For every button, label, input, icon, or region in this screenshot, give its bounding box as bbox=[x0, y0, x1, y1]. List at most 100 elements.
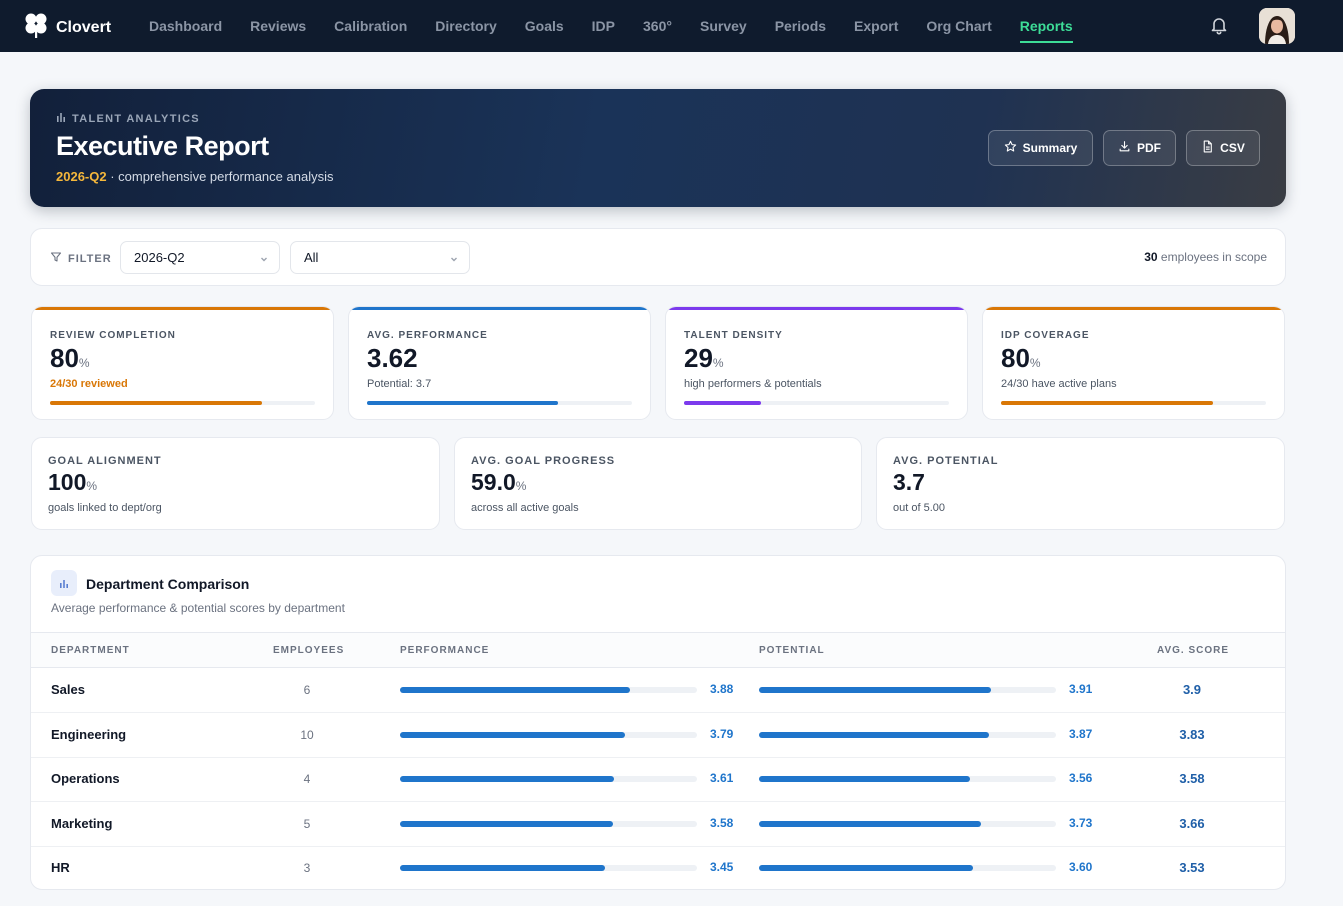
kpi-note: high performers & potentials bbox=[684, 378, 822, 390]
kpi-unit: % bbox=[1029, 356, 1041, 370]
potential-value: 3.60 bbox=[1069, 860, 1093, 874]
table-row[interactable]: Operations 4 3.61 3.56 3.58 bbox=[31, 757, 1285, 802]
performance-bar-fill bbox=[400, 865, 605, 871]
nav-item-reviews[interactable]: Reviews bbox=[250, 18, 307, 34]
kpi-note: Potential: 3.7 bbox=[367, 378, 432, 390]
department-comparison-subtitle: Average performance & potential scores b… bbox=[51, 601, 345, 615]
performance-bar-track bbox=[400, 820, 697, 827]
kpi-label: REVIEW COMPLETION bbox=[50, 330, 176, 341]
potential-bar-track bbox=[759, 731, 1056, 738]
user-avatar[interactable] bbox=[1259, 8, 1295, 44]
performance-bar-track bbox=[400, 776, 697, 782]
kpi-note: 24/30 reviewed bbox=[50, 378, 128, 390]
performance-value: 3.79 bbox=[710, 726, 734, 741]
kpi-label: AVG. POTENTIAL bbox=[893, 455, 999, 467]
kpi-label: AVG. PERFORMANCE bbox=[367, 330, 488, 341]
kpi-value: 29% bbox=[684, 343, 724, 374]
kpi-card-goal-alignment: GOAL ALIGNMENT 100% goals linked to dept… bbox=[31, 437, 440, 530]
nav-item-360[interactable]: 360° bbox=[643, 18, 672, 34]
column-header-employees[interactable]: EMPLOYEES bbox=[273, 645, 345, 656]
brand[interactable]: Clovert bbox=[24, 12, 111, 43]
csv-button[interactable]: CSV bbox=[1186, 130, 1260, 166]
scope-count: 30 employees in scope bbox=[1144, 250, 1267, 264]
nav-item-directory[interactable]: Directory bbox=[435, 18, 497, 34]
potential-bar-fill bbox=[759, 731, 989, 738]
avg-score: 3.58 bbox=[1179, 771, 1205, 786]
kpi-card-idp-coverage: IDP COVERAGE 80% 24/30 have active plans bbox=[982, 306, 1285, 420]
kpi-label: AVG. GOAL PROGRESS bbox=[471, 455, 616, 467]
potential-bar-track bbox=[759, 820, 1056, 827]
potential-bar-fill bbox=[759, 776, 971, 782]
hero-subtitle-text: · comprehensive performance analysis bbox=[106, 169, 334, 184]
kpi-accent-line bbox=[349, 307, 650, 310]
kpi-value: 3.7 bbox=[893, 469, 925, 496]
pdf-button[interactable]: PDF bbox=[1103, 130, 1176, 166]
department-select-value: All bbox=[304, 250, 319, 265]
filter-label: FILTER bbox=[50, 251, 112, 266]
notifications-bell-icon[interactable] bbox=[1209, 15, 1229, 35]
avg-score: 3.83 bbox=[1179, 726, 1205, 742]
nav-item-dashboard[interactable]: Dashboard bbox=[149, 18, 223, 34]
kpi-progress-track bbox=[50, 401, 315, 405]
table-row[interactable]: Marketing 5 3.58 3.73 3.66 bbox=[31, 802, 1285, 847]
table-row[interactable]: Sales 6 3.88 3.91 3.9 bbox=[31, 668, 1285, 713]
period-select[interactable]: 2026-Q2 bbox=[120, 241, 280, 274]
performance-value: 3.61 bbox=[710, 771, 734, 785]
nav-item-export[interactable]: Export bbox=[854, 18, 899, 34]
avg-score: 3.9 bbox=[1182, 682, 1202, 697]
kpi-value-number: 100 bbox=[48, 469, 87, 495]
performance-bar-track bbox=[400, 865, 697, 871]
kpi-value: 80% bbox=[50, 343, 90, 374]
column-header-potential[interactable]: POTENTIAL bbox=[759, 645, 825, 656]
performance-value: 3.45 bbox=[710, 860, 734, 874]
nav-item-periods[interactable]: Periods bbox=[774, 18, 827, 34]
filter-icon bbox=[50, 251, 62, 266]
hero-banner: TALENT ANALYTICS Executive Report 2026-Q… bbox=[30, 89, 1286, 207]
hero-kicker: TALENT ANALYTICS bbox=[56, 112, 200, 125]
potential-bar-track bbox=[759, 776, 1056, 782]
file-icon bbox=[1201, 140, 1214, 156]
nav-item-calibration[interactable]: Calibration bbox=[334, 18, 408, 34]
summary-button-label: Summary bbox=[1022, 141, 1078, 155]
employee-count: 5 bbox=[303, 816, 311, 831]
kpi-value-number: 59.0 bbox=[471, 469, 516, 495]
bar-chart-icon bbox=[51, 570, 77, 596]
table-row[interactable]: HR 3 3.45 3.60 3.53 bbox=[31, 846, 1285, 889]
kpi-value: 100% bbox=[48, 469, 97, 496]
kpi-note: out of 5.00 bbox=[893, 502, 945, 514]
performance-bar-fill bbox=[400, 820, 613, 827]
top-nav: Clovert Dashboard Reviews Calibration Di… bbox=[0, 0, 1343, 52]
department-name: Engineering bbox=[51, 726, 127, 742]
performance-bar-track bbox=[400, 731, 697, 738]
scope-count-text: employees in scope bbox=[1157, 250, 1267, 264]
kpi-card-avg-goal-progress: AVG. GOAL PROGRESS 59.0% across all acti… bbox=[454, 437, 862, 530]
kpi-note: 24/30 have active plans bbox=[1001, 378, 1117, 390]
nav-item-org-chart[interactable]: Org Chart bbox=[926, 18, 992, 34]
column-header-department[interactable]: DEPARTMENT bbox=[51, 645, 130, 656]
nav-item-goals[interactable]: Goals bbox=[524, 18, 564, 34]
column-header-avg-score[interactable]: AVG. SCORE bbox=[1157, 645, 1230, 656]
summary-button[interactable]: Summary bbox=[988, 130, 1093, 166]
kpi-progress-fill bbox=[367, 401, 558, 405]
hero-kicker-text: TALENT ANALYTICS bbox=[72, 112, 200, 125]
kpi-card-avg-performance: AVG. PERFORMANCE 3.62 Potential: 3.7 bbox=[348, 306, 651, 420]
brand-name: Clovert bbox=[56, 18, 112, 36]
kpi-value-number: 3.62 bbox=[367, 343, 418, 373]
nav-item-idp[interactable]: IDP bbox=[591, 18, 616, 34]
department-name: Marketing bbox=[51, 815, 113, 831]
kpi-value-number: 29 bbox=[684, 343, 713, 373]
kpi-accent-line bbox=[983, 307, 1284, 310]
employee-count: 4 bbox=[303, 772, 311, 786]
kpi-card-avg-potential: AVG. POTENTIAL 3.7 out of 5.00 bbox=[876, 437, 1285, 530]
nav-item-survey[interactable]: Survey bbox=[699, 18, 747, 34]
table-row[interactable]: Engineering 10 3.79 3.87 3.83 bbox=[31, 713, 1285, 758]
scope-count-number: 30 bbox=[1144, 250, 1158, 264]
column-header-performance[interactable]: PERFORMANCE bbox=[400, 645, 490, 656]
employee-count: 6 bbox=[303, 683, 311, 697]
kpi-value: 3.62 bbox=[367, 343, 418, 374]
department-select[interactable]: All bbox=[290, 241, 470, 274]
kpi-accent-line bbox=[32, 307, 333, 310]
table-header: DEPARTMENT EMPLOYEES PERFORMANCE POTENTI… bbox=[31, 632, 1285, 668]
nav-item-reports[interactable]: Reports bbox=[1006, 0, 1087, 52]
kpi-value-number: 3.7 bbox=[893, 469, 925, 495]
